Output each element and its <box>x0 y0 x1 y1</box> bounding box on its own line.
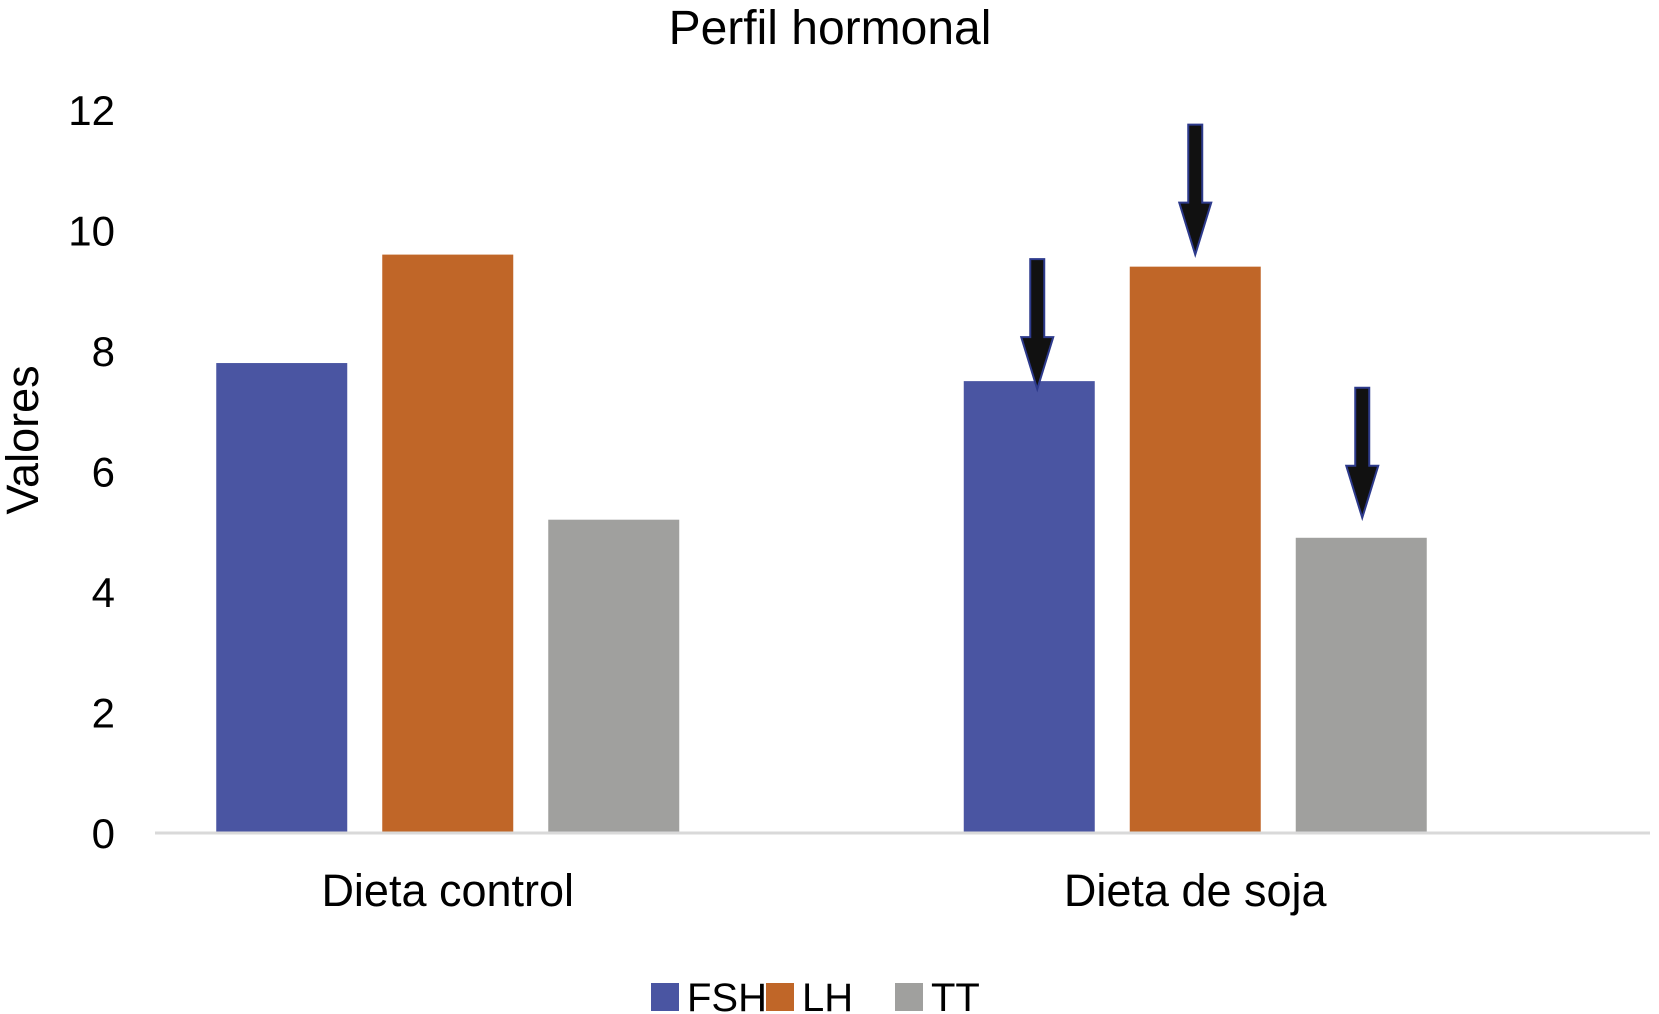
y-tick-label: 4 <box>92 569 115 616</box>
legend-swatch-tt <box>895 983 923 1011</box>
y-tick-label: 2 <box>92 690 115 737</box>
bar-fsh-control <box>216 363 348 833</box>
y-axis-label: Valores <box>0 365 48 514</box>
y-tick-label: 12 <box>68 87 115 134</box>
bar-tt-control <box>548 519 680 833</box>
x-category-label: Dieta control <box>321 865 574 916</box>
bar-tt-soja <box>1295 537 1427 833</box>
annotation-arrows <box>1019 123 1380 522</box>
bar-lh-soja <box>1129 266 1261 833</box>
x-axis-categories: Dieta control Dieta de soja <box>321 865 1327 916</box>
down-arrow-icon <box>1019 258 1055 393</box>
bar-fsh-soja <box>963 381 1095 833</box>
x-category-label: Dieta de soja <box>1064 865 1328 916</box>
y-tick-label: 10 <box>68 208 115 255</box>
y-tick-label: 6 <box>92 449 115 496</box>
legend-swatch-lh <box>766 983 794 1011</box>
y-axis-ticks: 0 2 4 6 8 10 12 <box>68 87 115 857</box>
y-tick-label: 0 <box>92 810 115 857</box>
legend-swatch-fsh <box>651 983 679 1011</box>
bars <box>216 254 1427 834</box>
bar-lh-control <box>382 254 514 834</box>
legend-label-tt: TT <box>931 976 980 1014</box>
legend-label-lh: LH <box>802 976 853 1014</box>
down-arrow-icon <box>1344 386 1380 522</box>
down-arrow-icon <box>1177 123 1213 259</box>
chart-title: Perfil hormonal <box>669 2 992 55</box>
legend-label-fsh: FSH <box>687 976 767 1014</box>
legend: FSH LH TT <box>651 976 980 1014</box>
y-tick-label: 8 <box>92 328 115 375</box>
